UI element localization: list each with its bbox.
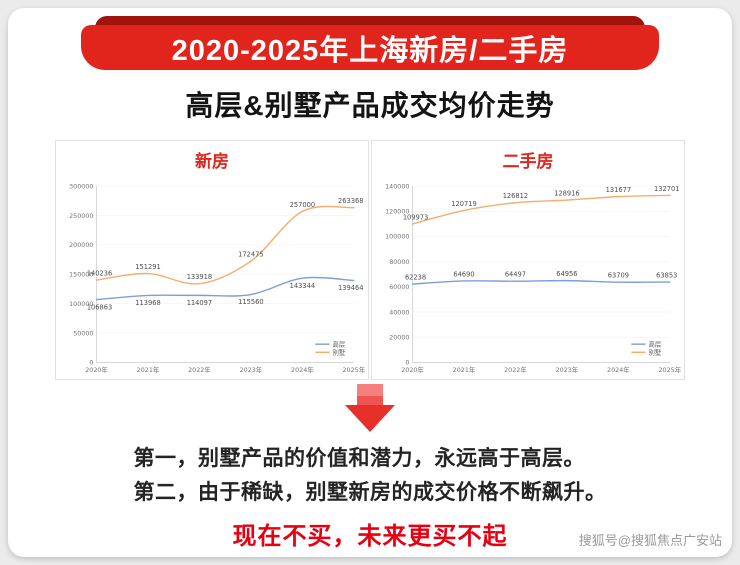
chart-title-new-homes: 新房 [195, 152, 229, 171]
svg-text:0: 0 [405, 359, 409, 367]
conclusion-line-2: 第二，由于稀缺，别墅新房的成交价格不断飙升。 [133, 481, 607, 504]
svg-text:113968: 113968 [135, 299, 160, 307]
svg-text:120719: 120719 [451, 200, 476, 208]
svg-text:2023年: 2023年 [556, 365, 579, 374]
svg-text:131677: 131677 [606, 186, 631, 194]
svg-text:2024年: 2024年 [607, 365, 630, 374]
svg-text:300000: 300000 [69, 182, 93, 190]
svg-text:0: 0 [89, 359, 93, 367]
svg-text:62238: 62238 [405, 273, 426, 281]
svg-text:2020年: 2020年 [401, 365, 424, 374]
svg-text:2022年: 2022年 [188, 365, 211, 374]
svg-text:64956: 64956 [556, 270, 577, 278]
svg-text:别墅: 别墅 [649, 348, 662, 357]
svg-text:2024年: 2024年 [291, 365, 314, 374]
svg-text:高层: 高层 [649, 339, 662, 348]
svg-text:2025年: 2025年 [343, 365, 366, 374]
svg-text:133918: 133918 [187, 273, 212, 281]
svg-text:150000: 150000 [69, 271, 93, 279]
svg-text:2020年: 2020年 [85, 365, 108, 374]
svg-text:200000: 200000 [69, 241, 93, 249]
svg-text:60000: 60000 [389, 283, 409, 291]
svg-text:2021年: 2021年 [137, 365, 160, 374]
svg-text:114097: 114097 [187, 299, 212, 307]
svg-text:63709: 63709 [608, 272, 629, 280]
svg-text:别墅: 别墅 [333, 348, 346, 357]
svg-text:140000: 140000 [385, 182, 409, 190]
svg-text:250000: 250000 [69, 212, 93, 220]
arrow-container [8, 382, 732, 434]
banner-band: 2020-2025年上海新房/二手房 [81, 25, 659, 70]
svg-text:100000: 100000 [69, 300, 93, 308]
charts-row: 新房 0 50000 100000 150000 200000 250000 300000 2… [8, 140, 732, 380]
line-chart-new-homes: 0 50000 100000 150000 200000 250000 300000 2020… [69, 182, 366, 374]
down-arrow-icon [345, 384, 395, 432]
highlight-text: 现在不买，未来更买不起 [232, 523, 508, 550]
svg-text:2025年: 2025年 [659, 365, 682, 374]
svg-text:2022年: 2022年 [504, 365, 527, 374]
svg-text:126812: 126812 [503, 192, 528, 200]
svg-text:64690: 64690 [453, 270, 474, 278]
svg-text:257000: 257000 [290, 201, 315, 209]
svg-text:40000: 40000 [389, 308, 409, 316]
svg-text:高层: 高层 [333, 339, 346, 348]
svg-text:132701: 132701 [654, 185, 679, 193]
svg-text:263368: 263368 [338, 197, 363, 205]
svg-text:80000: 80000 [389, 258, 409, 266]
chart-panel-secondhand: 二手房 0 20000 40000 60000 80000 100000 120000 140… [371, 140, 685, 380]
watermark: 搜狐号@搜狐焦点广安站 [578, 533, 722, 548]
svg-text:109973: 109973 [403, 213, 428, 221]
svg-text:120000: 120000 [385, 208, 409, 216]
conclusion-block: 第一，别墅产品的价值和潜力，永远高于高层。 第二，由于稀缺，别墅新房的成交价格不… [134, 442, 607, 510]
svg-text:139464: 139464 [338, 284, 363, 292]
svg-text:2021年: 2021年 [453, 365, 476, 374]
svg-text:64497: 64497 [505, 271, 526, 279]
svg-text:2023年: 2023年 [240, 365, 263, 374]
banner-title: 2020-2025年上海新房/二手房 [171, 34, 569, 67]
banner-ribbon: 2020-2025年上海新房/二手房 [81, 16, 659, 70]
svg-text:50000: 50000 [73, 329, 93, 337]
svg-text:115560: 115560 [238, 298, 263, 306]
svg-text:143344: 143344 [290, 282, 315, 290]
svg-text:63853: 63853 [656, 271, 677, 279]
svg-text:106863: 106863 [87, 303, 112, 311]
chart-title-secondhand: 二手房 [502, 152, 554, 171]
svg-text:140236: 140236 [87, 269, 112, 277]
page-title: 高层&别墅产品成交均价走势 [185, 90, 555, 121]
line-chart-secondhand: 0 20000 40000 60000 80000 100000 120000 140000 2… [385, 182, 682, 374]
svg-text:20000: 20000 [389, 333, 409, 341]
chart-panel-new-homes: 新房 0 50000 100000 150000 200000 250000 300000 2… [55, 140, 369, 380]
conclusion-line-1: 第一，别墅产品的价值和潜力，永远高于高层。 [133, 447, 585, 470]
svg-text:100000: 100000 [385, 233, 409, 241]
svg-text:128916: 128916 [554, 190, 579, 198]
infographic-card: 2020-2025年上海新房/二手房 高层&别墅产品成交均价走势 新房 0 500… [8, 8, 732, 557]
svg-text:151291: 151291 [135, 263, 160, 271]
svg-text:172475: 172475 [238, 251, 263, 259]
